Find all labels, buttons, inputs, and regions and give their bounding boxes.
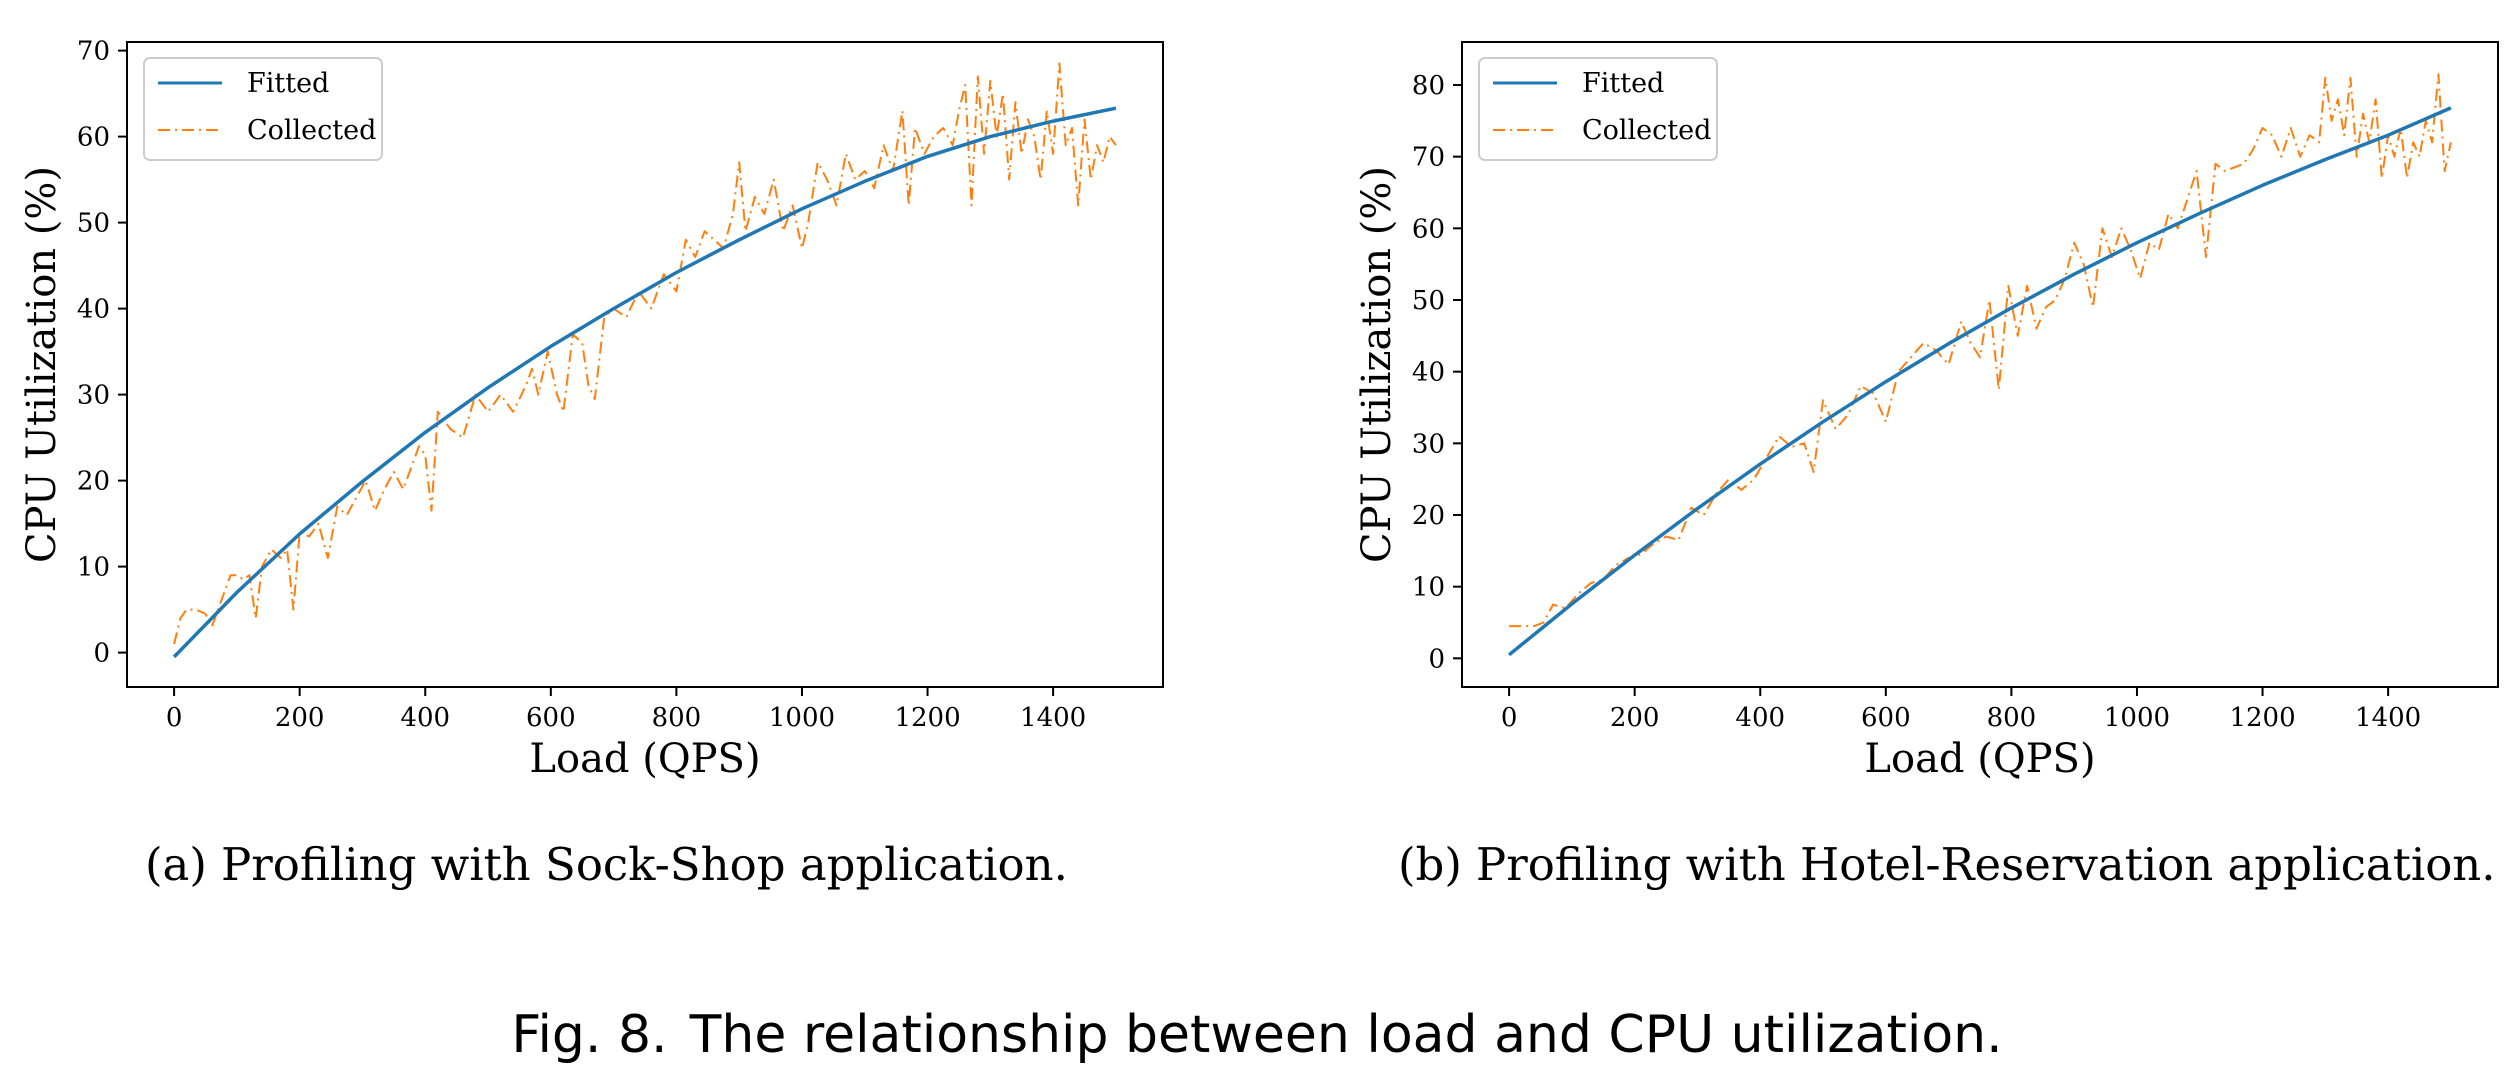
axes-frame-a [126,41,1164,688]
x-tick-label-b: 1200 [2229,703,2295,733]
subcaption-text-b: Profiling with Hotel-Reservation applica… [1476,838,2496,891]
subcaption-a: (a) Profiling with Sock-Shop application. [145,838,1068,891]
x-tick-label-b: 1000 [2104,703,2170,733]
x-tick-label-b: 0 [1501,703,1518,733]
x-tick-label-a: 800 [652,703,702,733]
subcaption-label-b: (b) [1398,838,1462,891]
y-tick-label-b: 30 [1412,429,1445,459]
x-axis-label-b: Load (QPS) [1864,736,2095,782]
legend-collected-label-b: Collected [1582,115,1711,146]
y-tick-label-a: 70 [77,37,110,67]
series-fitted-line-a [172,106,1117,659]
x-tick-label-b: 1400 [2355,703,2421,733]
y-tick-label-b: 80 [1412,71,1445,101]
x-tick-label-a: 200 [275,703,325,733]
figure-caption: Fig. 8. The relationship between load and… [511,1005,2002,1065]
chart-panel-a: 0 200 400 600 800 1000 1200 1400 0 10 20 30 40 50 60 70… [19,37,1164,891]
x-tick-label-a: 1000 [769,703,835,733]
y-axis-label-a: CPU Utilization (%) [19,166,65,563]
x-tick-label-b: 600 [1861,703,1911,733]
series-collected-line-b [1509,73,2452,628]
x-tick-label-a: 1200 [894,703,960,733]
x-tick-label-a: 1400 [1020,703,1086,733]
y-tick-label-a: 20 [77,467,110,497]
y-tick-label-a: 30 [77,381,110,411]
x-axis-label-a: Load (QPS) [529,736,760,782]
y-tick-label-a: 0 [93,639,110,669]
y-tick-label-a: 60 [77,123,110,153]
x-tick-label-b: 400 [1735,703,1785,733]
x-tick-label-b: 800 [1987,703,2037,733]
x-tick-label-a: 0 [166,703,183,733]
legend-b: Fitted Collected [1478,57,1718,161]
legend-collected-label-a: Collected [247,115,376,146]
legend-fitted-label-a: Fitted [247,68,329,99]
series-collected-line-a [173,62,1117,645]
chart-panel-b: 0 200 400 600 800 1000 1200 1400 0 10 20 30 40 50 60 70… [1354,41,2499,891]
y-tick-label-b: 70 [1412,143,1445,173]
axes-frame-b [1461,41,2499,688]
plot-area-a [172,62,1117,659]
plot-area-b [1507,73,2452,657]
x-tick-label-b: 200 [1610,703,1660,733]
x-tick-label-a: 600 [526,703,576,733]
axis-ticks-a: 0 200 400 600 800 1000 1200 1400 0 10 20 30 40 50 60 70 [77,37,1086,733]
y-tick-label-b: 40 [1412,358,1445,388]
subcaption-b: (b) Profiling with Hotel-Reservation appl… [1398,838,2496,891]
y-tick-label-b: 0 [1428,644,1445,674]
legend-fitted-label-b: Fitted [1582,68,1664,99]
x-tick-label-a: 400 [400,703,450,733]
y-tick-label-b: 50 [1412,286,1445,316]
y-tick-label-b: 60 [1412,214,1445,244]
subcaption-text-a: Profiling with Sock-Shop application. [221,838,1068,891]
figure-caption-text: The relationship between load and CPU ut… [689,1005,2003,1065]
y-tick-label-a: 50 [77,209,110,239]
y-tick-label-b: 10 [1412,573,1445,603]
axis-ticks-b: 0 200 400 600 800 1000 1200 1400 0 10 20 30 40 50 60 70… [1412,71,2421,733]
y-tick-label-b: 20 [1412,501,1445,531]
y-tick-label-a: 10 [77,553,110,583]
subcaption-label-a: (a) [145,838,207,891]
figure-caption-label: Fig. 8. [511,1005,667,1065]
series-fitted-line-b [1507,106,2452,657]
y-axis-label-b: CPU Utilization (%) [1354,166,1400,563]
legend-a: Fitted Collected [143,57,383,161]
y-tick-label-a: 40 [77,295,110,325]
